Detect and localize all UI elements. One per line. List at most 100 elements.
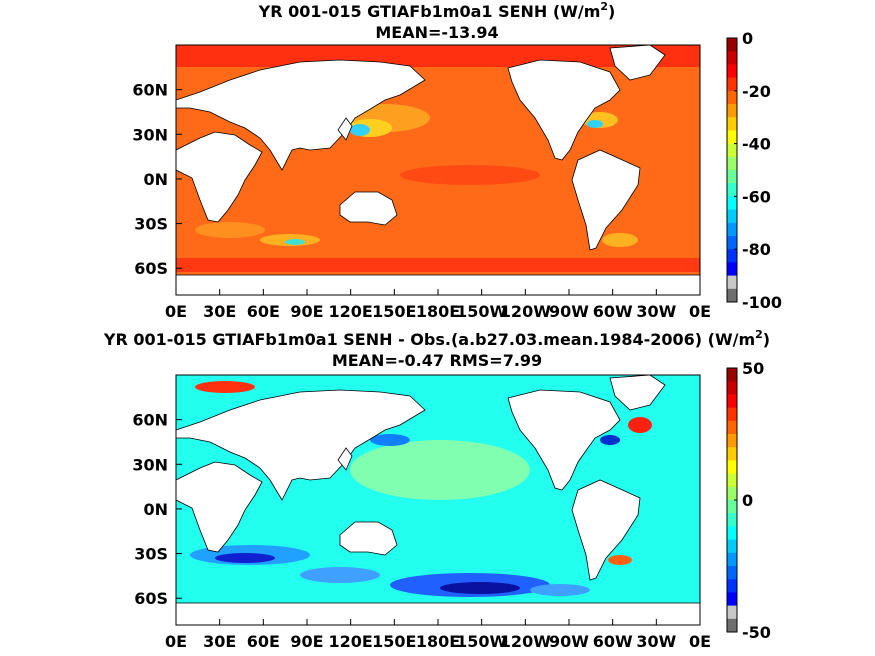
panel-2: YR 001-015 GTIAFb1m0a1 SENH - Obs.(a.b27… (103, 328, 771, 651)
colorbar-tick-label: -50 (742, 623, 771, 642)
colorbar-swatch (727, 183, 737, 197)
x-tick-label: 120E (329, 632, 373, 651)
y-tick-label: 30N (132, 125, 168, 144)
colorbar-swatch (727, 170, 737, 184)
x-tick-label: 120W (500, 302, 551, 321)
x-tick-label: 0E (165, 632, 187, 651)
panel-1-colorbar: 0 -20 -40 -60 -80 -100 (726, 29, 782, 312)
x-tick-label: 180E (416, 632, 460, 651)
colorbar-swatch (727, 381, 737, 395)
x-tick-label: 30E (203, 632, 236, 651)
colorbar-tick-label: -20 (742, 82, 771, 101)
colorbar-tick-label: -60 (742, 187, 771, 206)
y-tick-label: 60N (132, 81, 168, 100)
colorbar-swatch (727, 51, 737, 65)
x-tick-label: 180E (416, 302, 460, 321)
colorbar-tick-label: 0 (742, 491, 753, 510)
colorbar-swatch (727, 130, 737, 145)
x-tick-label: 0E (165, 302, 187, 321)
colorbar-swatch (727, 434, 737, 448)
colorbar-swatch (727, 117, 737, 131)
colorbar-swatch (727, 579, 737, 593)
y-tick-label: 30S (134, 545, 168, 564)
colorbar-swatch (727, 262, 737, 277)
x-tick-label: 120W (500, 632, 551, 651)
colorbar-swatch (727, 473, 737, 488)
y-tick-label: 60N (132, 411, 168, 430)
x-tick-label: 0E (689, 302, 711, 321)
x-tick-label: 150W (456, 302, 507, 321)
colorbar-swatch (727, 90, 737, 105)
x-tick-label: 120E (329, 302, 373, 321)
x-tick-label: 90E (290, 632, 323, 651)
colorbar-swatch (727, 275, 737, 290)
colorbar-swatch (727, 143, 737, 158)
x-tick-label: 90W (549, 632, 589, 651)
colorbar-swatch (727, 196, 737, 211)
x-tick-label: 60E (247, 302, 280, 321)
colorbar-tick-label: -40 (742, 135, 771, 154)
x-tick-label: 90E (290, 302, 323, 321)
panel-2-colorbar: 50 0 -50 (726, 359, 771, 642)
colorbar-swatch (727, 526, 737, 541)
colorbar-swatch (727, 539, 737, 554)
colorbar-swatch (727, 486, 737, 501)
x-tick-label: 90W (549, 302, 589, 321)
panel-1-y-ticks: 60N 30N 0N 30S 60S (132, 81, 182, 278)
x-tick-label: 150E (372, 302, 416, 321)
y-tick-label: 30N (132, 455, 168, 474)
panel-2-map (176, 375, 700, 625)
y-tick-label: 0N (143, 170, 168, 189)
colorbar-swatch (727, 288, 737, 303)
colorbar-swatch (727, 605, 737, 620)
colorbar-swatch (727, 77, 737, 92)
colorbar-swatch (727, 592, 737, 607)
x-tick-label: 30W (636, 632, 676, 651)
x-tick-label: 150W (456, 632, 507, 651)
panel-2-title: YR 001-015 GTIAFb1m0a1 SENH - Obs.(a.b27… (103, 328, 770, 349)
colorbar-swatch (727, 209, 737, 224)
colorbar-swatch (727, 500, 737, 514)
y-tick-label: 60S (134, 589, 168, 608)
colorbar-swatch (727, 460, 737, 475)
panel-1-title: YR 001-015 GTIAFb1m0a1 SENH (W/m2) (258, 0, 616, 21)
colorbar-swatch (727, 420, 737, 435)
colorbar-swatch (727, 407, 737, 422)
colorbar-tick-label: 0 (742, 29, 753, 48)
y-tick-label: 30S (134, 215, 168, 234)
x-tick-label: 0E (689, 632, 711, 651)
colorbar-frame (726, 37, 738, 303)
panel-1-subtitle: MEAN=-13.94 (375, 23, 498, 42)
x-tick-label: 60W (593, 302, 633, 321)
colorbar-swatch (727, 222, 737, 237)
colorbar-swatch (727, 566, 737, 580)
colorbar-swatch (727, 513, 737, 527)
colorbar-tick-label: 50 (742, 359, 764, 378)
y-tick-label: 0N (143, 500, 168, 519)
panel-2-subtitle: MEAN=-0.47 RMS=7.99 (332, 351, 542, 370)
colorbar-swatch (727, 156, 737, 171)
colorbar-swatch (727, 249, 737, 263)
colorbar-swatch (727, 64, 737, 79)
x-tick-label: 60W (593, 632, 633, 651)
colorbar-swatch (727, 104, 737, 118)
colorbar-swatch (727, 618, 737, 633)
x-tick-label: 150E (372, 632, 416, 651)
x-tick-label: 30W (636, 302, 676, 321)
y-tick-label: 60S (134, 259, 168, 278)
colorbar-swatch (727, 38, 737, 52)
colorbar-tick-label: -100 (742, 293, 782, 312)
colorbar-swatch (727, 447, 737, 461)
colorbar-swatch (727, 394, 737, 409)
x-tick-label: 60E (247, 632, 280, 651)
x-tick-label: 30E (203, 302, 236, 321)
colorbar-swatch (727, 552, 737, 567)
colorbar-swatch (727, 368, 737, 382)
panel-1: YR 001-015 GTIAFb1m0a1 SENH (W/m2) MEAN=… (132, 0, 782, 321)
colorbar-swatch (727, 236, 737, 250)
colorbar-tick-label: -80 (742, 240, 771, 259)
panel-2-y-ticks: 60N 30N 0N 30S 60S (132, 411, 182, 608)
